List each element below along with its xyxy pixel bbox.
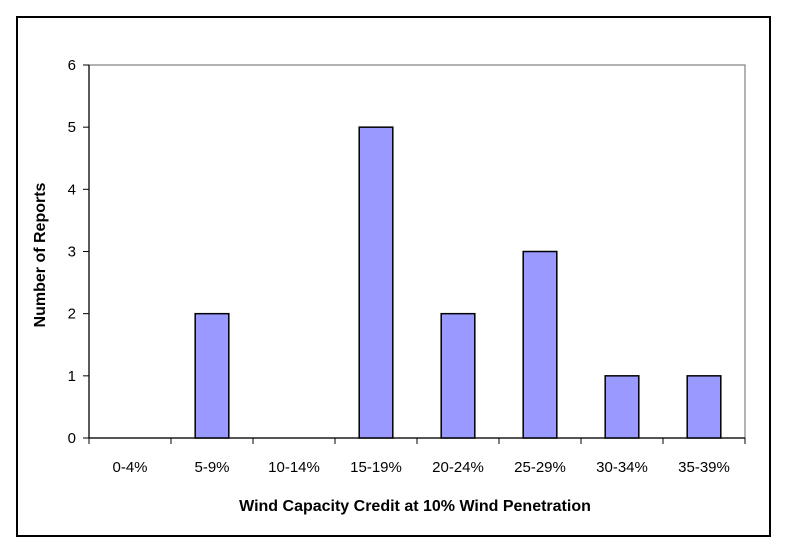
x-tick-label: 25-29%: [514, 459, 566, 476]
x-tick-label: 0-4%: [112, 459, 147, 476]
x-axis-title: Wind Capacity Credit at 10% Wind Penetra…: [239, 498, 591, 515]
x-axis-ticks: 0-4% 5-9% 10-14% 15-19% 20-24% 25-29% 30-34% 35…: [88, 438, 746, 476]
bar: [686, 375, 722, 439]
x-tick-label: 15-19%: [350, 459, 402, 476]
y-tick-label: 6: [68, 57, 76, 74]
x-tick-label: 10-14%: [268, 459, 320, 476]
y-axis-title: Number of Reports: [32, 182, 49, 327]
bar: [440, 312, 476, 439]
x-tick-label: 5-9%: [194, 459, 229, 476]
bar: [194, 312, 230, 439]
plot-area-border: [88, 64, 746, 439]
y-axis-ticks: 0 1 2 3 4 5 6: [68, 57, 89, 447]
y-tick-label: 4: [68, 181, 76, 198]
bars: [194, 126, 722, 439]
y-tick-label: 5: [68, 119, 76, 136]
bar: [604, 375, 640, 439]
x-tick-label: 20-24%: [432, 459, 484, 476]
x-tick-label: 35-39%: [678, 459, 730, 476]
y-tick-label: 2: [68, 306, 76, 323]
bar: [522, 250, 558, 439]
bar: [358, 126, 394, 439]
plot-area: [88, 64, 746, 439]
y-tick-label: 1: [68, 368, 76, 385]
y-tick-label: 0: [68, 430, 76, 447]
x-tick-label: 30-34%: [596, 459, 648, 476]
y-tick-label: 3: [68, 244, 76, 261]
